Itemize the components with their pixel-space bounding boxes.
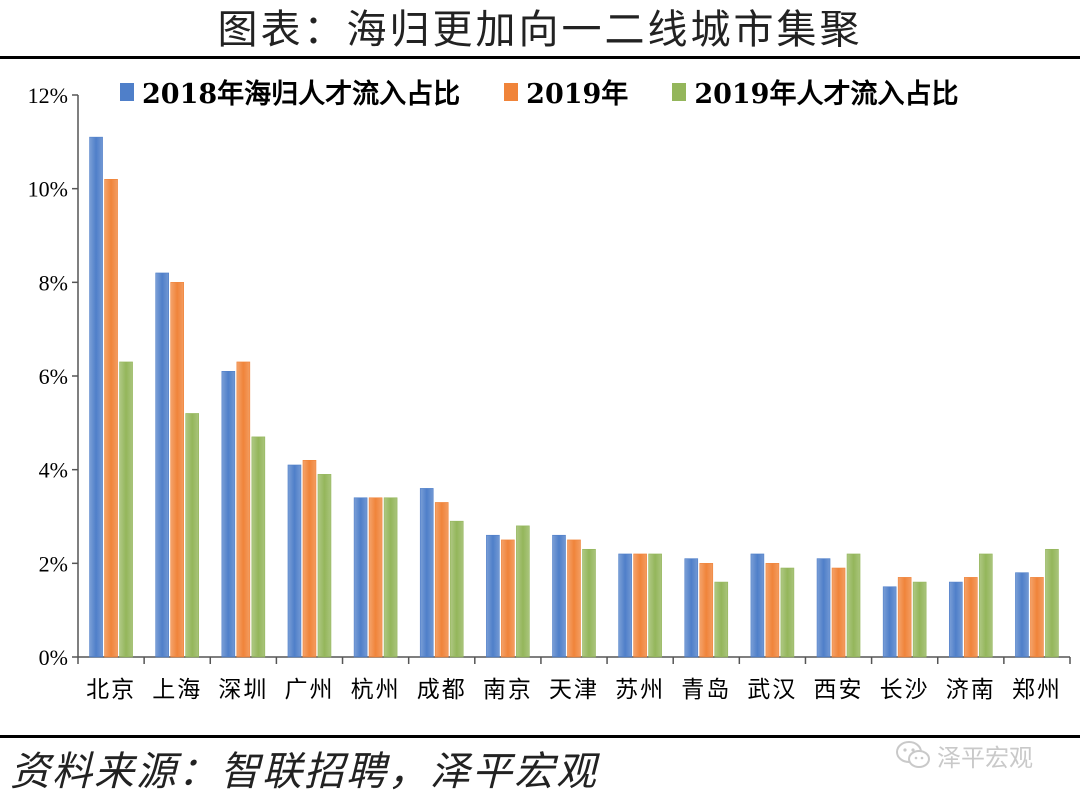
watermark: 泽平宏观 [895,735,1033,775]
wechat-icon [896,741,930,768]
y-tick-label: 10% [28,177,68,202]
bar-series2-7 [567,539,581,658]
bar-series3-14 [1045,548,1059,658]
x-tick-label: 长沙 [880,677,930,703]
bar-chart: 0% 2% 4% 6% 8% 10% 12% 北京 上海 深圳 广州 杭州 成都 南京 天津 苏州 青岛 武汉 西安… [28,83,1071,703]
y-tick-label: 2% [39,551,68,576]
bar-series2-8 [633,553,647,658]
y-tick-label: 0% [39,645,68,670]
bar-series1-13 [948,581,963,658]
legend: 2018年海归人才流入占比 2019年 2019年人才流入占比 [120,72,1002,111]
y-tick-label: 8% [39,270,68,295]
x-tick-label: 郑州 [1012,677,1062,703]
source-note: 资料来源：智联招聘，泽平宏观 [10,749,598,795]
legend-item-series1: 2018年海归人才流入占比 [120,72,460,111]
bar-series2-5 [434,502,449,658]
x-tick-label: 青岛 [681,677,731,703]
bar-series3-10 [780,567,795,658]
x-tick-label: 天津 [549,677,599,703]
bar-series2-13 [963,577,978,658]
legend-swatch-series2 [504,82,519,101]
bar-series2-4 [368,497,383,658]
bar-series3-0 [119,361,133,658]
bar-series1-4 [353,497,368,658]
bar-series3-1 [185,413,199,658]
bar-series3-11 [846,553,861,658]
bar-series2-3 [302,459,317,658]
bar-series1-8 [618,553,632,658]
bar-series1-7 [552,534,566,658]
x-tick-label: 广州 [284,677,334,703]
bar-series1-0 [89,136,103,658]
x-tick-label: 苏州 [615,677,665,703]
bar-series3-12 [912,581,927,658]
bar-series2-2 [236,361,251,658]
legend-label-series1: 2018年海归人才流入占比 [142,79,461,110]
x-tick-label: 上海 [152,677,202,703]
x-tick-label: 济南 [946,677,996,703]
legend-swatch-series1 [120,82,134,101]
bar-series1-9 [684,558,699,658]
bar-series1-14 [1015,572,1029,658]
bar-series1-5 [419,488,434,658]
y-tick-label: 12% [28,83,68,108]
y-tick-label: 6% [39,364,68,389]
bar-series3-8 [648,553,662,658]
bar-series2-0 [104,179,118,658]
chart-title: 图表：海归更加向一二线城市集聚 [217,7,863,53]
bar-series3-7 [582,548,596,658]
bar-series3-5 [449,520,464,658]
x-tick-label: 成都 [417,677,467,703]
legend-item-series2: 2019年 [504,72,628,111]
bar-series1-12 [882,586,897,658]
legend-swatch-series3 [672,82,687,101]
legend-item-series3: 2019年人才流入占比 [672,72,958,111]
bar-series3-13 [978,553,993,658]
bar-series3-6 [516,525,530,658]
bar-series2-6 [501,539,515,658]
bar-series2-12 [897,577,912,658]
x-tick-label: 武汉 [747,677,797,703]
x-tick-label: 西安 [814,677,864,703]
legend-label-series2: 2019年 [526,79,629,110]
bar-series3-2 [251,436,266,658]
x-tick-label: 深圳 [218,677,268,703]
top-rule [0,56,1080,59]
bar-series2-10 [765,563,780,658]
legend-label-series3: 2019年人才流入占比 [694,79,959,110]
bar-series3-3 [317,474,332,658]
bar-series1-2 [221,371,236,658]
bar-series2-9 [699,563,714,658]
bar-series1-3 [287,464,302,658]
bar-series3-9 [714,581,729,658]
x-tick-label: 北京 [86,677,136,703]
watermark-text: 泽平宏观 [937,743,1033,772]
x-tick-label: 杭州 [351,677,401,703]
bar-series1-11 [816,558,831,658]
bar-series1-6 [486,534,500,658]
bar-series2-11 [831,567,846,658]
y-tick-label: 4% [39,458,68,483]
bar-series2-1 [170,282,184,658]
bottom-rule [0,735,1080,738]
bar-series2-14 [1030,577,1044,658]
bar-series1-10 [750,553,765,658]
x-tick-label: 南京 [483,677,533,703]
bar-series3-4 [383,497,398,658]
bar-series1-1 [155,272,169,658]
